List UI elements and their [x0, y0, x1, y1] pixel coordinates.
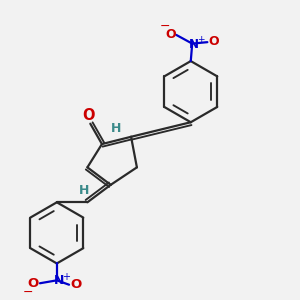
- Text: −: −: [22, 286, 33, 298]
- Text: +: +: [197, 35, 205, 44]
- Text: H: H: [79, 184, 90, 197]
- Text: N: N: [53, 274, 64, 287]
- Text: O: O: [70, 278, 82, 291]
- Text: N: N: [189, 38, 199, 51]
- Text: −: −: [160, 20, 170, 33]
- Text: O: O: [27, 277, 38, 290]
- Text: O: O: [208, 35, 219, 48]
- Text: H: H: [111, 122, 122, 135]
- Text: O: O: [165, 28, 176, 41]
- Text: +: +: [62, 272, 70, 282]
- Text: O: O: [82, 108, 95, 123]
